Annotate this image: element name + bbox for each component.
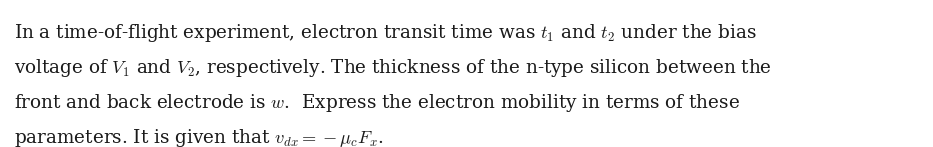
Text: parameters. It is given that $v_{dx} = -\mu_c F_x$.: parameters. It is given that $v_{dx} = -… xyxy=(14,127,384,147)
Text: voltage of $V_1$ and $V_2$, respectively. The thickness of the n-type silicon be: voltage of $V_1$ and $V_2$, respectively… xyxy=(14,57,772,79)
Text: In a time-of-flight experiment, electron transit time was $t_1$ and $t_2$ under : In a time-of-flight experiment, electron… xyxy=(14,22,757,44)
Text: front and back electrode is $w$.  Express the electron mobility in terms of thes: front and back electrode is $w$. Express… xyxy=(14,92,740,114)
